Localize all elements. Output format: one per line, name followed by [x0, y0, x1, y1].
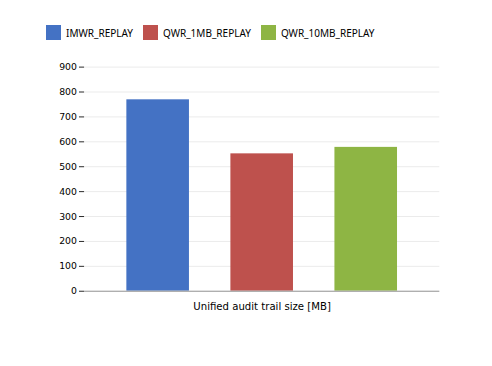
svg-text:Unified audit trail size [MB]: Unified audit trail size [MB] — [193, 301, 331, 312]
svg-text:600: 600 — [59, 136, 77, 147]
svg-text:700: 700 — [59, 111, 77, 122]
svg-text:500: 500 — [59, 161, 77, 172]
svg-text:0: 0 — [71, 285, 77, 296]
html-text:QWR_10MB_REPLAY: QWR_10MB_REPLAY — [280, 25, 375, 40]
svg-text:800: 800 — [59, 86, 77, 97]
html-text:QWR_1MB_REPLAY: QWR_1MB_REPLAY — [163, 25, 251, 40]
svg-text:400: 400 — [59, 186, 77, 197]
svg-text:900: 900 — [59, 61, 77, 72]
html-text:IMWR_REPLAY: IMWR_REPLAY — [66, 25, 133, 40]
svg-text:100: 100 — [59, 260, 77, 271]
svg-text:200: 200 — [59, 235, 77, 246]
svg-text:300: 300 — [59, 211, 77, 222]
